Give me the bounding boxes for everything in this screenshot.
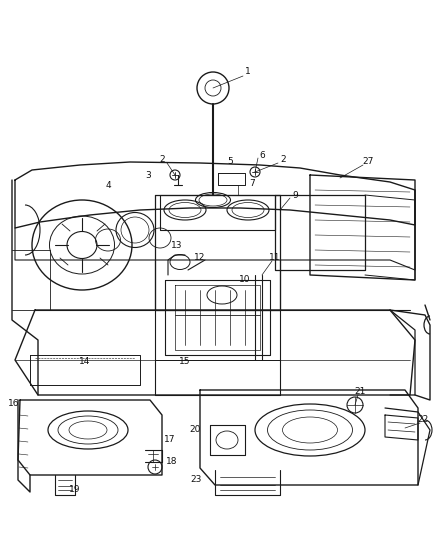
- Text: 21: 21: [354, 387, 366, 397]
- Text: 7: 7: [249, 179, 255, 188]
- Text: 10: 10: [239, 276, 251, 285]
- Text: 18: 18: [166, 457, 178, 466]
- Text: 27: 27: [362, 157, 374, 166]
- Text: 4: 4: [105, 181, 111, 190]
- Text: 11: 11: [269, 254, 281, 262]
- Text: 6: 6: [259, 150, 265, 159]
- Text: 1: 1: [245, 68, 251, 77]
- Text: 5: 5: [227, 157, 233, 166]
- Text: 16: 16: [8, 399, 20, 408]
- Text: 17: 17: [164, 435, 176, 445]
- Text: 9: 9: [292, 190, 298, 199]
- Text: 2: 2: [280, 156, 286, 165]
- Text: 20: 20: [189, 425, 201, 434]
- Text: 15: 15: [179, 358, 191, 367]
- Text: 22: 22: [417, 416, 429, 424]
- Text: 13: 13: [171, 240, 183, 249]
- Text: 12: 12: [194, 254, 206, 262]
- Text: 14: 14: [79, 358, 91, 367]
- Text: 19: 19: [69, 486, 81, 495]
- Text: 3: 3: [145, 171, 151, 180]
- Text: 2: 2: [159, 156, 165, 165]
- Text: 23: 23: [191, 475, 201, 484]
